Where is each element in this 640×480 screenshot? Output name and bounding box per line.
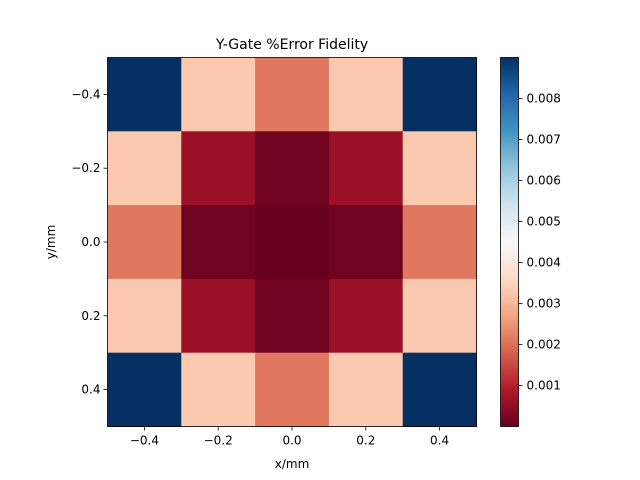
- x-tick-label: 0.2: [356, 434, 375, 448]
- heatmap-cells: [107, 57, 477, 427]
- y-axis-ticks: −0.4 −0.2 0.0 0.2 0.4: [71, 87, 108, 397]
- heatmap-cell: [181, 131, 256, 206]
- colorbar-tick-label: 0.007: [527, 133, 561, 147]
- x-axis-ticks: −0.4 −0.2 0.0 0.2 0.4: [130, 426, 449, 448]
- heatmap-cell: [107, 57, 182, 132]
- heatmap-cell: [402, 131, 477, 206]
- colorbar: [500, 57, 519, 427]
- colorbar-ticks: 0.001 0.002 0.003 0.004 0.005 0.006 0.007 0.008: [518, 92, 561, 393]
- y-tick-label: −0.4: [71, 87, 100, 101]
- x-tick-label: 0.0: [282, 434, 301, 448]
- y-tick-label: 0.4: [81, 383, 100, 397]
- x-tick-label: 0.4: [430, 434, 449, 448]
- heatmap-cell: [107, 131, 182, 206]
- heatmap-cell: [181, 57, 256, 132]
- heatmap-cell: [328, 205, 404, 280]
- heatmap-cell: [328, 131, 404, 206]
- heatmap-cell: [255, 352, 330, 427]
- colorbar-tick-label: 0.008: [527, 92, 561, 106]
- heatmap-cell: [107, 278, 182, 354]
- y-axis-label: y/mm: [44, 225, 58, 260]
- heatmap-cell: [255, 57, 330, 132]
- heatmap-cell: [328, 352, 404, 427]
- heatmap-cell: [255, 131, 330, 206]
- heatmap-cell: [107, 352, 182, 427]
- heatmap-cell: [107, 205, 182, 280]
- x-tick-label: −0.2: [204, 434, 233, 448]
- colorbar-tick-label: 0.005: [527, 215, 561, 229]
- colorbar-tick-label: 0.004: [527, 256, 561, 270]
- heatmap-cell: [255, 278, 330, 354]
- heatmap-cell: [255, 205, 330, 280]
- heatmap-cell: [181, 205, 256, 280]
- heatmap-cell: [402, 57, 477, 132]
- y-tick-label: 0.2: [81, 309, 100, 323]
- heatmap-cell: [402, 205, 477, 280]
- colorbar-tick-label: 0.003: [527, 297, 561, 311]
- chart-title: Y-Gate %Error Fidelity: [215, 37, 368, 53]
- colorbar-tick-label: 0.001: [527, 379, 561, 393]
- x-axis-label: x/mm: [275, 457, 310, 471]
- colorbar-tick-label: 0.006: [527, 174, 561, 188]
- colorbar-tick-label: 0.002: [527, 338, 561, 352]
- y-tick-label: −0.2: [71, 161, 100, 175]
- heatmap-cell: [181, 278, 256, 354]
- heatmap-cell: [328, 278, 404, 354]
- heatmap-cell: [181, 352, 256, 427]
- y-tick-label: 0.0: [81, 235, 100, 249]
- x-tick-label: −0.4: [130, 434, 159, 448]
- heatmap-cell: [402, 278, 477, 354]
- heatmap-cell: [328, 57, 404, 132]
- heatmap-cell: [402, 352, 477, 427]
